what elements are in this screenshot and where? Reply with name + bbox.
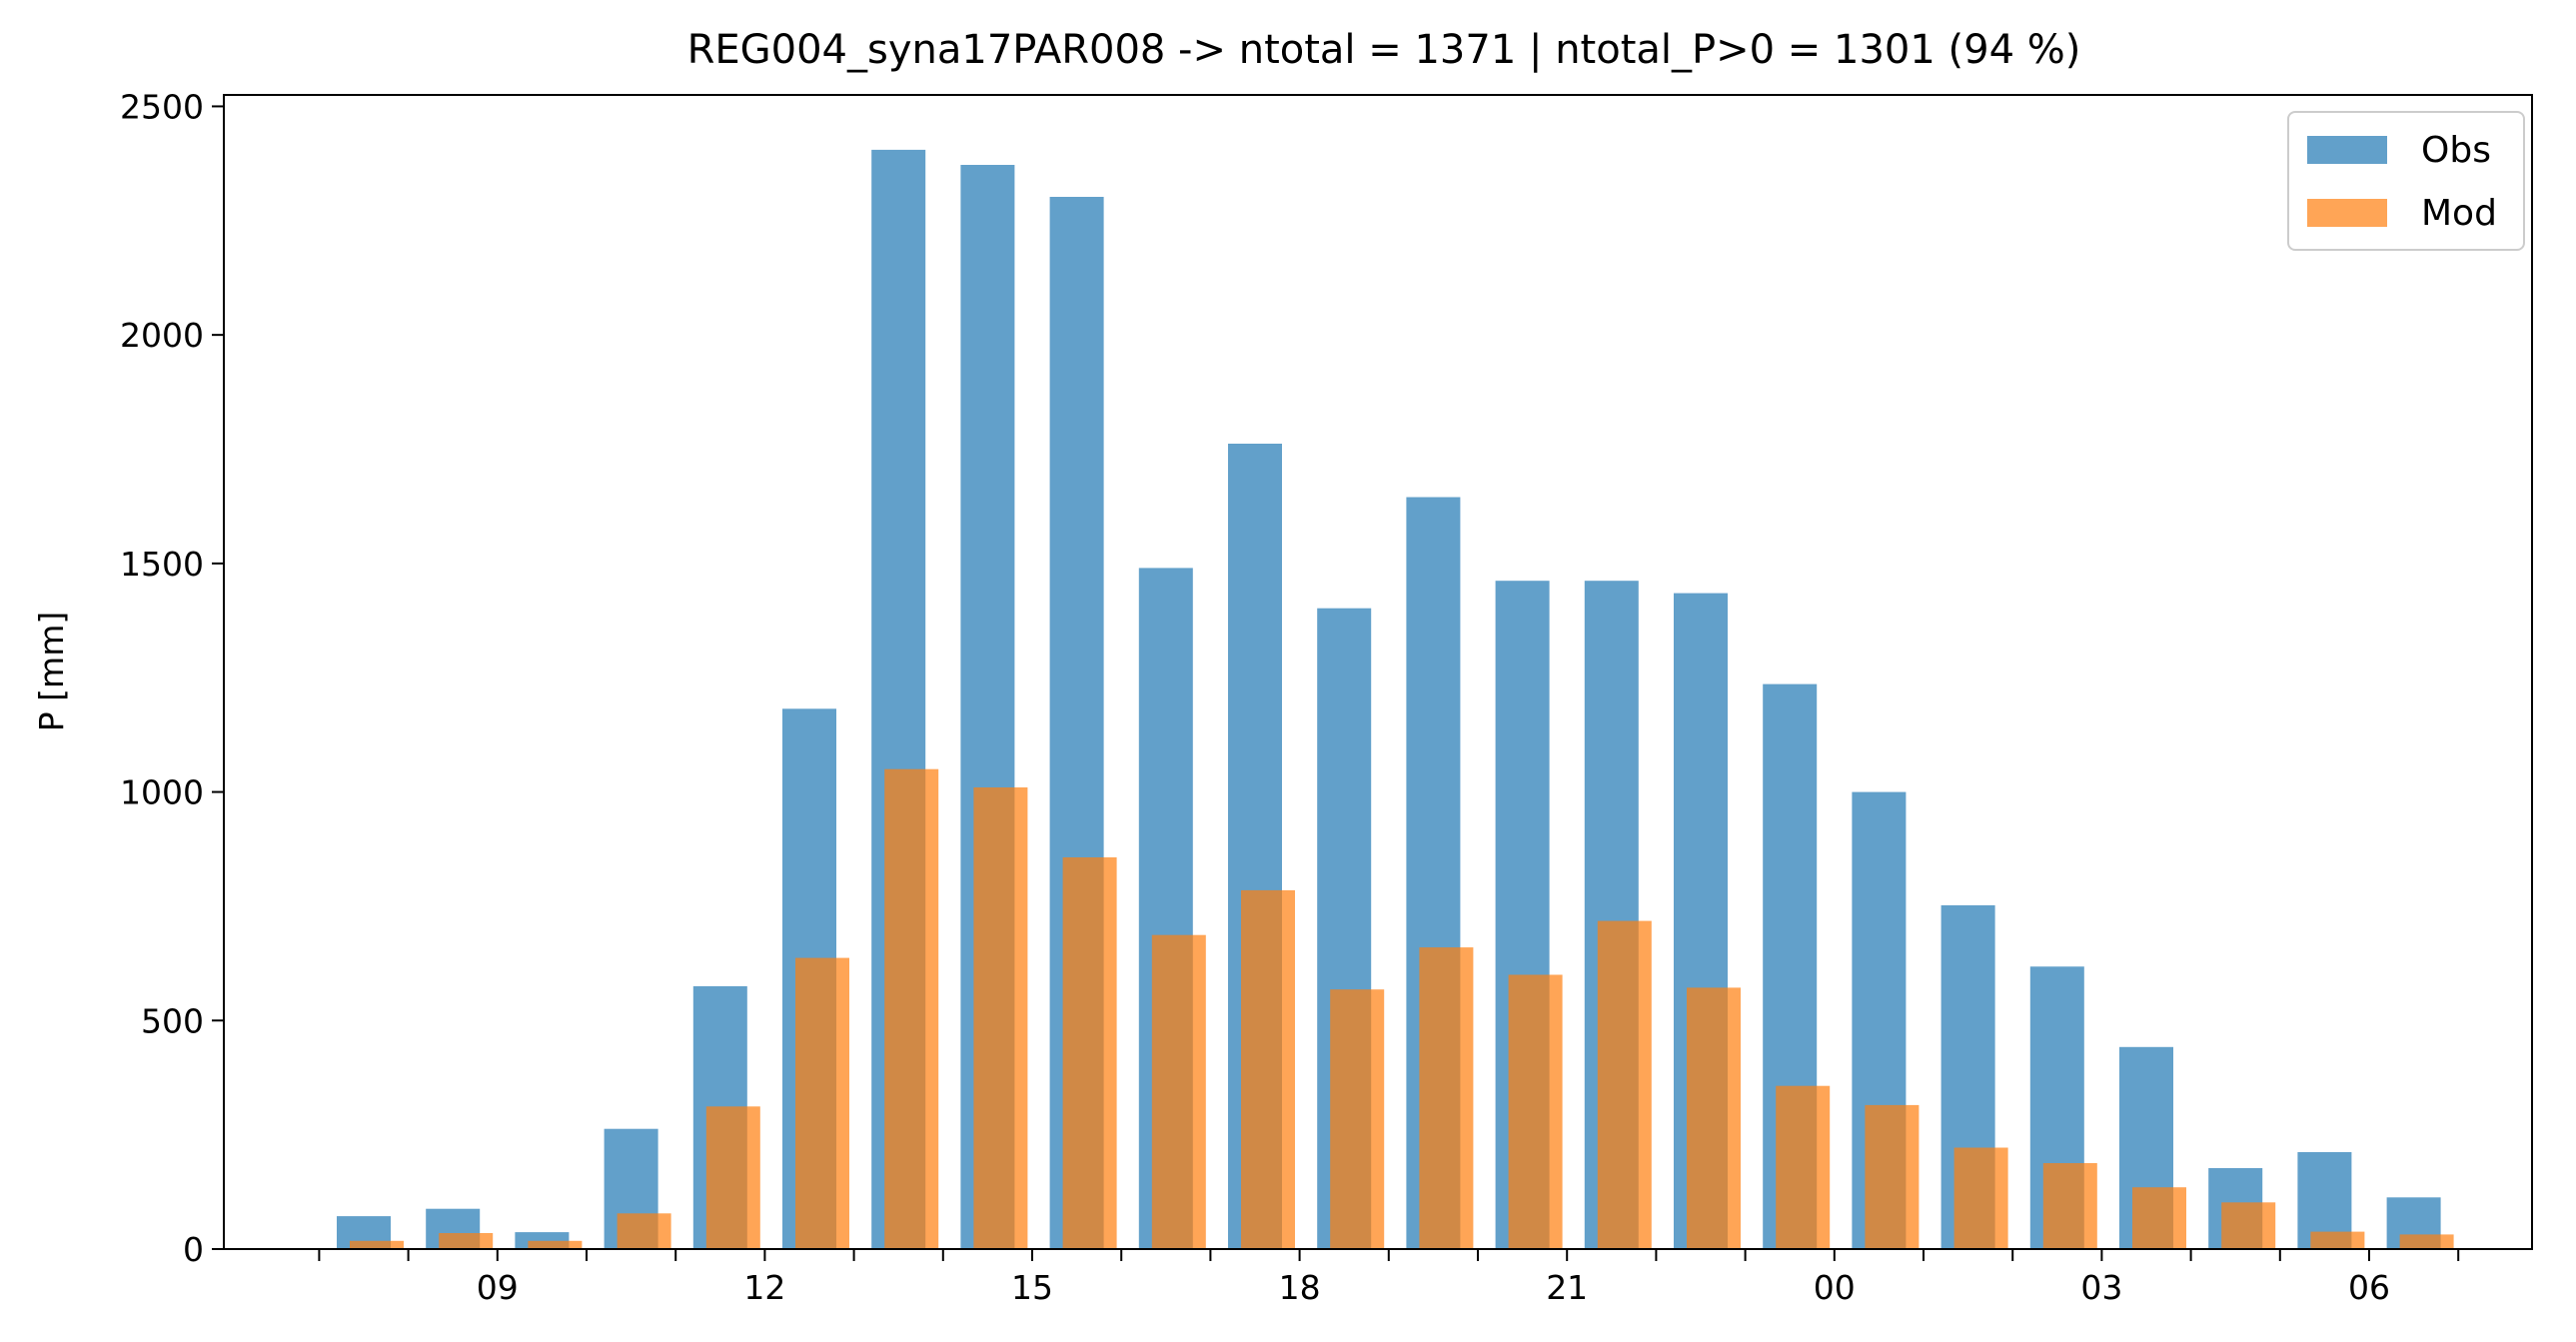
bar-mod-04 bbox=[2132, 1187, 2186, 1249]
y-axis: 0 500 1000 1500 2000 2500 bbox=[120, 87, 224, 1269]
bar-mod-00 bbox=[1776, 1085, 1831, 1249]
bar-mod-18 bbox=[1241, 889, 1295, 1249]
bar-mod-15 bbox=[973, 787, 1028, 1249]
x-tick-label: 00 bbox=[1814, 1268, 1856, 1307]
x-tick-label: 15 bbox=[1011, 1268, 1053, 1307]
y-tick-label: 2500 bbox=[120, 87, 204, 126]
bar-mod-16 bbox=[1062, 857, 1117, 1249]
bar-mod-05 bbox=[2221, 1202, 2276, 1249]
bars-mod bbox=[350, 768, 2454, 1249]
bar-mod-23 bbox=[1687, 987, 1741, 1249]
bar-mod-02 bbox=[1953, 1147, 2008, 1249]
x-tick-label: 21 bbox=[1546, 1268, 1588, 1307]
legend: Obs Mod bbox=[2287, 111, 2525, 251]
bar-mod-10 bbox=[528, 1240, 583, 1249]
bar-mod-17 bbox=[1151, 934, 1206, 1249]
x-tick-label: 09 bbox=[477, 1268, 519, 1307]
y-tick-label: 2000 bbox=[120, 316, 204, 355]
bar-mod-14 bbox=[884, 768, 939, 1249]
legend-label-obs: Obs bbox=[2421, 130, 2491, 171]
legend-swatch-obs bbox=[2307, 136, 2387, 164]
bar-mod-12 bbox=[705, 1106, 760, 1249]
plot-frame bbox=[223, 94, 2533, 1250]
x-axis: 09 12 15 18 21 00 03 06 bbox=[318, 1249, 2460, 1307]
bars-obs bbox=[337, 149, 2441, 1249]
x-tick-label: 06 bbox=[2348, 1268, 2390, 1307]
bar-mod-09 bbox=[439, 1233, 494, 1249]
x-tick-label: 18 bbox=[1279, 1268, 1321, 1307]
bar-mod-08 bbox=[350, 1240, 404, 1249]
bar-mod-06 bbox=[2310, 1231, 2365, 1249]
y-tick-label: 1500 bbox=[120, 545, 204, 584]
y-tick-label: 1000 bbox=[120, 773, 204, 812]
bar-mod-19 bbox=[1330, 989, 1385, 1249]
legend-swatch-mod bbox=[2307, 199, 2387, 227]
bar-mod-13 bbox=[795, 957, 849, 1249]
bar-mod-07 bbox=[2399, 1234, 2454, 1249]
x-tick-label: 12 bbox=[743, 1268, 785, 1307]
chart-title: REG004_syna17PAR008 -> ntotal = 1371 | n… bbox=[687, 27, 2081, 73]
y-axis-label: P [mm] bbox=[32, 612, 71, 731]
y-tick-label: 500 bbox=[141, 1001, 204, 1040]
bar-mod-20 bbox=[1419, 947, 1474, 1249]
legend-label-mod: Mod bbox=[2421, 193, 2497, 234]
bar-mod-03 bbox=[2042, 1163, 2097, 1249]
bar-mod-21 bbox=[1508, 974, 1563, 1249]
bar-mod-01 bbox=[1865, 1104, 1920, 1249]
x-tick-label: 03 bbox=[2080, 1268, 2122, 1307]
y-tick-label: 0 bbox=[183, 1230, 204, 1269]
bar-mod-11 bbox=[617, 1213, 671, 1249]
bar-mod-22 bbox=[1597, 920, 1652, 1249]
